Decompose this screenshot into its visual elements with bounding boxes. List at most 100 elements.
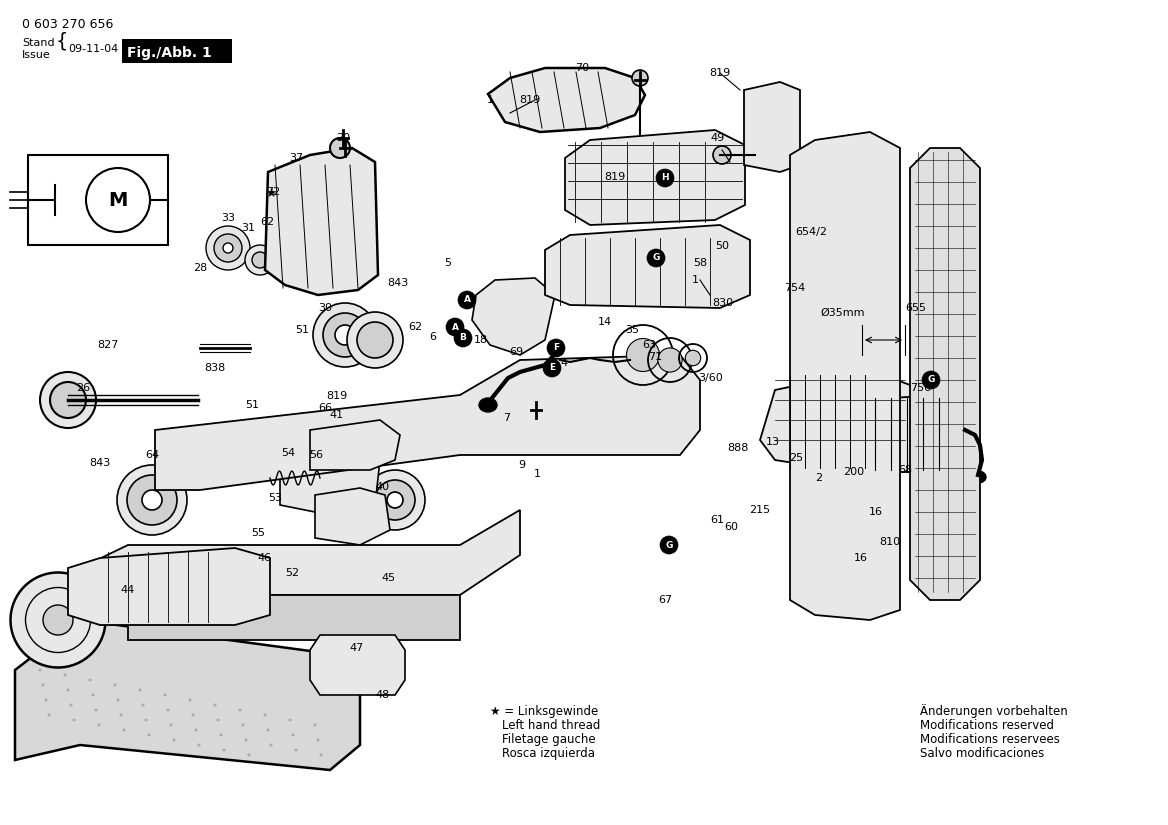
Text: 61: 61 (710, 515, 724, 525)
Circle shape (139, 689, 141, 691)
Text: 55: 55 (251, 528, 265, 538)
Text: 1: 1 (534, 469, 541, 479)
Text: 62: 62 (260, 217, 274, 227)
Circle shape (454, 329, 472, 347)
Text: 25: 25 (788, 453, 804, 463)
Circle shape (206, 226, 250, 270)
Text: G: G (666, 540, 673, 549)
Text: 71: 71 (648, 352, 662, 362)
Circle shape (195, 728, 197, 732)
Circle shape (48, 714, 50, 716)
Text: 200: 200 (843, 467, 864, 477)
Text: A: A (464, 295, 471, 304)
Circle shape (294, 748, 298, 752)
Circle shape (169, 724, 173, 727)
Text: 754: 754 (785, 283, 806, 293)
Circle shape (320, 753, 322, 757)
Polygon shape (315, 488, 390, 545)
Text: 35: 35 (625, 325, 639, 335)
Text: 838: 838 (204, 363, 225, 373)
Polygon shape (310, 420, 399, 470)
Circle shape (142, 490, 162, 510)
Text: 655: 655 (905, 303, 926, 313)
Text: ★ = Linksgewinde: ★ = Linksgewinde (491, 705, 598, 718)
Circle shape (458, 291, 477, 309)
Text: 819: 819 (604, 172, 626, 182)
Text: 7: 7 (503, 413, 510, 423)
Circle shape (127, 475, 178, 525)
Circle shape (242, 724, 244, 727)
Text: 50: 50 (715, 241, 729, 251)
Text: 0 603 270 656: 0 603 270 656 (22, 18, 113, 31)
Text: 58: 58 (693, 258, 707, 268)
Text: 13: 13 (766, 437, 780, 447)
Text: 819: 819 (709, 68, 731, 78)
Circle shape (252, 252, 267, 268)
Circle shape (40, 372, 96, 428)
Polygon shape (15, 620, 360, 770)
Circle shape (164, 694, 167, 696)
Circle shape (686, 351, 701, 365)
Text: 14: 14 (598, 317, 612, 327)
Circle shape (658, 348, 682, 372)
Text: 60: 60 (724, 522, 738, 532)
Circle shape (123, 728, 125, 732)
Circle shape (197, 743, 201, 747)
Text: 830: 830 (712, 298, 734, 308)
Text: Modifications reserved: Modifications reserved (920, 719, 1054, 732)
Text: 4: 4 (561, 358, 568, 368)
Circle shape (214, 234, 242, 262)
Text: 53: 53 (267, 493, 281, 503)
Text: 52: 52 (285, 568, 299, 578)
Text: 2: 2 (815, 473, 822, 483)
Circle shape (42, 683, 44, 686)
Circle shape (387, 492, 403, 508)
Circle shape (270, 230, 290, 250)
Text: 48: 48 (376, 690, 390, 700)
Polygon shape (488, 68, 645, 132)
Text: 67: 67 (658, 595, 672, 605)
Circle shape (632, 70, 648, 86)
Circle shape (270, 743, 272, 747)
Text: 63: 63 (642, 340, 656, 350)
Polygon shape (865, 395, 960, 472)
Text: 16: 16 (869, 507, 883, 517)
Text: 215: 215 (750, 505, 771, 515)
Circle shape (331, 138, 350, 158)
Polygon shape (565, 130, 745, 225)
Circle shape (86, 168, 150, 232)
Text: 49: 49 (711, 133, 725, 143)
Text: 756: 756 (910, 383, 932, 393)
Text: 64: 64 (145, 450, 159, 460)
Circle shape (446, 318, 464, 336)
Circle shape (274, 235, 285, 245)
Text: M: M (109, 191, 127, 210)
Text: 70: 70 (575, 63, 589, 73)
Text: ★: ★ (265, 186, 277, 200)
Circle shape (97, 724, 100, 727)
Circle shape (72, 719, 76, 722)
Polygon shape (155, 355, 700, 490)
Text: 819: 819 (520, 95, 541, 105)
Circle shape (656, 169, 674, 187)
Text: 44: 44 (120, 585, 135, 595)
Text: Fig./Abb. 1: Fig./Abb. 1 (127, 46, 211, 60)
Text: 45: 45 (381, 573, 395, 583)
Polygon shape (760, 370, 920, 475)
Circle shape (922, 371, 940, 389)
Circle shape (357, 322, 392, 358)
Text: 41: 41 (329, 410, 345, 420)
Text: Änderungen vorbehalten: Änderungen vorbehalten (920, 704, 1068, 718)
Polygon shape (744, 82, 800, 172)
Text: Rosca izquierda: Rosca izquierda (502, 747, 595, 760)
Text: 18: 18 (474, 335, 488, 345)
Circle shape (214, 704, 216, 706)
Circle shape (220, 733, 222, 737)
Polygon shape (472, 278, 555, 355)
Text: 810: 810 (880, 537, 901, 547)
Text: G: G (927, 375, 934, 384)
Text: 62: 62 (408, 322, 422, 332)
Text: A: A (452, 323, 459, 332)
Polygon shape (280, 440, 380, 515)
Text: 843: 843 (388, 278, 409, 288)
